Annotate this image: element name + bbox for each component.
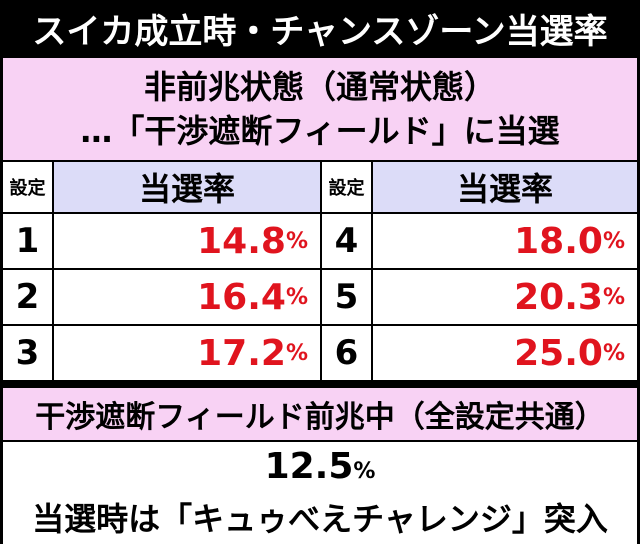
- rate-number: 16.4: [197, 276, 286, 318]
- setting: 4: [322, 214, 371, 268]
- rate-number: 14.8: [197, 220, 286, 262]
- rate-number: 18.0: [514, 220, 603, 262]
- section-header: 干渉遮断フィールド前兆中（全設定共通）: [3, 388, 637, 440]
- rate-unit: %: [285, 340, 308, 366]
- rate-unit: %: [602, 340, 625, 366]
- note: 当選時は「キュゥべえチャレンジ」突入: [32, 500, 608, 538]
- rate-number: 12.5: [264, 446, 354, 487]
- header-line: 非前兆状態（通常状態）: [143, 68, 496, 106]
- rate-number: 25.0: [514, 332, 603, 374]
- header-line: …「干渉遮断フィールド」に当選: [80, 112, 560, 150]
- setting: 5: [322, 270, 371, 324]
- title: スイカ成立時・チャンスゾーン当選率: [32, 11, 608, 52]
- rate-number: 20.3: [514, 276, 603, 318]
- rate: 18.0%: [373, 214, 637, 268]
- rate: 25.0%: [373, 326, 637, 380]
- column-header: 設定: [322, 162, 371, 212]
- setting: 6: [322, 326, 371, 380]
- rate-number: 17.2: [197, 332, 286, 374]
- rate: 20.3%: [373, 270, 637, 324]
- rate: 16.4%: [54, 270, 320, 324]
- rate: 17.2%: [54, 326, 320, 380]
- rate-unit: %: [602, 284, 625, 310]
- rate: 12.5%: [265, 444, 376, 496]
- rate-unit: %: [285, 284, 308, 310]
- rate-unit: %: [602, 228, 625, 254]
- result: 12.5% 当選時は「キュゥべえチャレンジ」突入: [3, 442, 637, 544]
- column-header: 当選率: [373, 162, 637, 212]
- column-header: 当選率: [54, 162, 320, 212]
- setting: 3: [3, 326, 52, 380]
- rate: 14.8%: [54, 214, 320, 268]
- rate-unit: %: [353, 459, 376, 484]
- rate-unit: %: [285, 228, 308, 254]
- column-header: 設定: [3, 162, 52, 212]
- setting: 2: [3, 270, 52, 324]
- section-header: 非前兆状態（通常状態） …「干渉遮断フィールド」に当選: [3, 58, 637, 160]
- setting: 1: [3, 214, 52, 268]
